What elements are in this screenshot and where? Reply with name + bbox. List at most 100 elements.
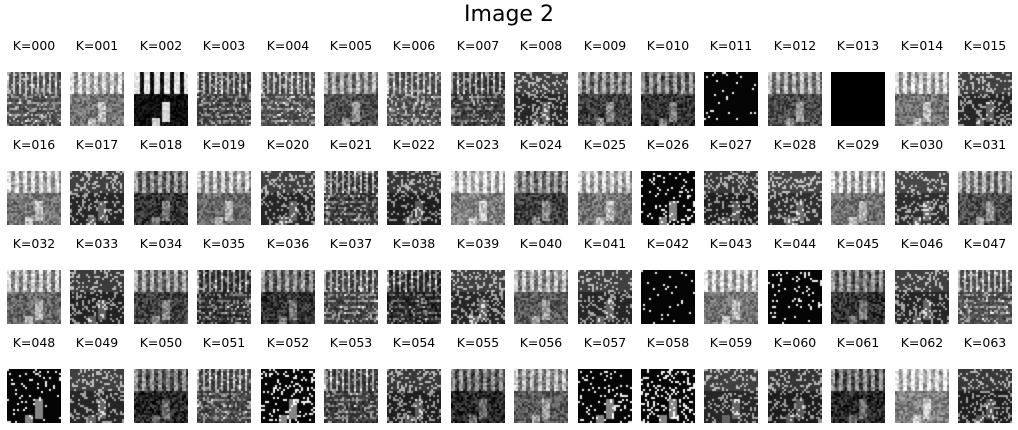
feature-map-image — [134, 72, 188, 126]
feature-map-cell: K=005 — [324, 38, 378, 130]
feature-map-image — [704, 171, 758, 225]
kernel-label: K=017 — [75, 137, 119, 152]
kernel-label: K=035 — [202, 236, 246, 251]
feature-map-image — [387, 72, 441, 126]
kernel-label: K=037 — [329, 236, 373, 251]
feature-map-image — [387, 270, 441, 324]
kernel-label: K=003 — [202, 38, 246, 53]
kernel-label: K=042 — [646, 236, 690, 251]
feature-map-image — [895, 171, 949, 225]
feature-map-image — [324, 72, 378, 126]
feature-map-image — [197, 72, 251, 126]
kernel-label: K=050 — [139, 335, 183, 350]
feature-map-cell: K=040 — [514, 236, 568, 328]
feature-map-cell: K=048 — [7, 335, 61, 427]
feature-map-cell: K=033 — [70, 236, 124, 328]
feature-map-cell: K=035 — [197, 236, 251, 328]
kernel-label: K=032 — [12, 236, 56, 251]
feature-map-image — [958, 369, 1012, 423]
kernel-label: K=036 — [266, 236, 310, 251]
kernel-label: K=029 — [836, 137, 880, 152]
feature-map-image — [387, 171, 441, 225]
kernel-label: K=053 — [329, 335, 373, 350]
feature-map-image — [514, 369, 568, 423]
kernel-label: K=010 — [646, 38, 690, 53]
kernel-label: K=013 — [836, 38, 880, 53]
feature-map-cell: K=063 — [958, 335, 1012, 427]
kernel-label: K=019 — [202, 137, 246, 152]
feature-map-cell: K=055 — [451, 335, 505, 427]
kernel-label: K=040 — [519, 236, 563, 251]
kernel-label: K=025 — [583, 137, 627, 152]
feature-map-image — [387, 369, 441, 423]
feature-map-cell: K=058 — [641, 335, 695, 427]
feature-map-cell: K=030 — [895, 137, 949, 229]
kernel-label: K=000 — [12, 38, 56, 53]
feature-map-cell: K=057 — [578, 335, 632, 427]
feature-map-cell: K=004 — [261, 38, 315, 130]
feature-map-cell: K=034 — [134, 236, 188, 328]
feature-map-cell: K=038 — [387, 236, 441, 328]
feature-map-image — [831, 369, 885, 423]
feature-map-cell: K=062 — [895, 335, 949, 427]
feature-map-image — [958, 72, 1012, 126]
feature-map-cell: K=047 — [958, 236, 1012, 328]
feature-map-image — [958, 171, 1012, 225]
kernel-label: K=060 — [773, 335, 817, 350]
kernel-label: K=028 — [773, 137, 817, 152]
kernel-label: K=057 — [583, 335, 627, 350]
kernel-label: K=024 — [519, 137, 563, 152]
kernel-label: K=056 — [519, 335, 563, 350]
feature-map-cell: K=025 — [578, 137, 632, 229]
feature-map-image — [7, 270, 61, 324]
feature-map-image — [134, 270, 188, 324]
kernel-label: K=054 — [392, 335, 436, 350]
feature-map-image — [197, 270, 251, 324]
kernel-label: K=016 — [12, 137, 56, 152]
feature-map-cell: K=020 — [261, 137, 315, 229]
feature-map-cell: K=029 — [831, 137, 885, 229]
feature-map-cell: K=015 — [958, 38, 1012, 130]
feature-map-cell: K=042 — [641, 236, 695, 328]
feature-map-image — [324, 369, 378, 423]
kernel-label: K=027 — [709, 137, 753, 152]
feature-map-cell: K=036 — [261, 236, 315, 328]
kernel-label: K=012 — [773, 38, 817, 53]
feature-map-image — [895, 72, 949, 126]
feature-map-image — [578, 171, 632, 225]
kernel-label: K=058 — [646, 335, 690, 350]
feature-map-cell: K=043 — [704, 236, 758, 328]
feature-map-cell: K=028 — [768, 137, 822, 229]
kernel-label: K=061 — [836, 335, 880, 350]
feature-map-image — [7, 72, 61, 126]
feature-map-image — [641, 171, 695, 225]
feature-map-cell: K=060 — [768, 335, 822, 427]
kernel-label: K=039 — [456, 236, 500, 251]
feature-map-image — [324, 270, 378, 324]
feature-map-cell: K=008 — [514, 38, 568, 130]
feature-map-cell: K=050 — [134, 335, 188, 427]
kernel-label: K=006 — [392, 38, 436, 53]
feature-map-cell: K=007 — [451, 38, 505, 130]
feature-map-cell: K=046 — [895, 236, 949, 328]
kernel-label: K=008 — [519, 38, 563, 53]
kernel-label: K=011 — [709, 38, 753, 53]
feature-map-cell: K=045 — [831, 236, 885, 328]
feature-map-image — [261, 171, 315, 225]
feature-map-image — [70, 369, 124, 423]
feature-map-cell: K=044 — [768, 236, 822, 328]
feature-map-image — [134, 369, 188, 423]
feature-map-image — [768, 369, 822, 423]
kernel-label: K=059 — [709, 335, 753, 350]
feature-map-cell: K=016 — [7, 137, 61, 229]
feature-map-cell: K=000 — [7, 38, 61, 130]
kernel-label: K=052 — [266, 335, 310, 350]
kernel-label: K=015 — [963, 38, 1007, 53]
feature-map-image — [261, 270, 315, 324]
feature-map-cell: K=049 — [70, 335, 124, 427]
kernel-label: K=023 — [456, 137, 500, 152]
feature-map-cell: K=019 — [197, 137, 251, 229]
feature-map-image — [514, 72, 568, 126]
kernel-label: K=049 — [75, 335, 119, 350]
feature-map-image — [895, 270, 949, 324]
